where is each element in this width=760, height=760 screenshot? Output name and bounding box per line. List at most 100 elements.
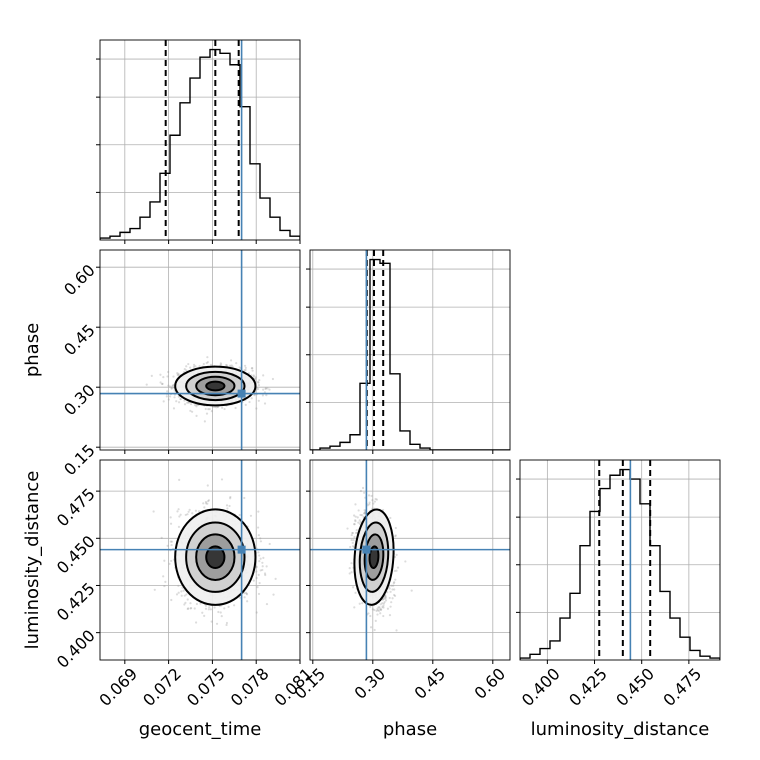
scatter-point [243, 364, 247, 367]
scatter-point [367, 612, 370, 615]
scatter-point [177, 591, 180, 594]
scatter-point [351, 586, 355, 589]
contour-phase-luminosity_distance-2 [363, 533, 385, 581]
scatter-point [253, 394, 256, 397]
scatter-point [257, 551, 260, 554]
scatter-point [235, 362, 238, 365]
scatter-point [354, 519, 357, 522]
scatter-point [373, 628, 376, 632]
scatter-point [259, 569, 262, 572]
scatter-point [256, 586, 259, 589]
scatter-point [255, 407, 258, 410]
scatter-point [171, 385, 174, 388]
scatter-point [206, 500, 210, 503]
scatter-point [353, 606, 356, 609]
scatter-point [191, 410, 194, 413]
scatter-point [244, 366, 247, 369]
scatter-point [208, 606, 211, 609]
scatter-point [368, 501, 371, 504]
scatter-point [183, 594, 186, 597]
scatter-point [207, 608, 210, 611]
scatter-point [389, 516, 392, 520]
scatter-point [389, 590, 392, 593]
scatter-point [169, 522, 173, 525]
scatter-point [375, 609, 378, 612]
scatter-point [257, 399, 260, 402]
truth-marker-phase-luminosity_distance [362, 545, 371, 554]
scatter-point [159, 373, 162, 376]
scatter-point [369, 605, 372, 609]
panel-content [100, 250, 300, 450]
scatter-point [178, 478, 181, 481]
scatter-point [393, 581, 396, 584]
scatter-point [259, 557, 262, 560]
scatter-point [170, 598, 173, 602]
scatter-point [234, 406, 237, 410]
scatter-point [351, 531, 354, 535]
scatter-point [356, 516, 359, 519]
scatter-point [395, 569, 398, 572]
scatter-point [375, 498, 378, 501]
scatter-point [262, 374, 265, 377]
scatter-point [194, 621, 198, 624]
scatter-point [374, 619, 377, 622]
scatter-point [170, 543, 173, 547]
scatter-point [195, 602, 199, 606]
frame-geocent_time-luminosity_distance [99, 459, 301, 661]
scatter-point [348, 567, 351, 570]
scatter-point [257, 381, 260, 384]
scatter-point [172, 407, 176, 410]
scatter-point [391, 597, 394, 600]
histogram-luminosity_distance [520, 468, 720, 660]
scatter-point [220, 478, 224, 481]
scatter-point [169, 516, 172, 519]
scatter-point [369, 614, 372, 618]
x-tick-label-luminosity_distance-0.475: 0.475 [659, 664, 705, 710]
contour-geocent_time-luminosity_distance-2 [195, 533, 236, 581]
panel-luminosity_distance-phase: 0.15 0.30 0.45 0.60 [291, 459, 511, 703]
scatter-point [384, 596, 387, 599]
scatter-point [220, 615, 223, 618]
scatter-point [371, 608, 375, 611]
scatter-point [189, 607, 192, 610]
scatter-point [221, 406, 224, 409]
scatter-point [244, 368, 247, 372]
scatter-point [355, 528, 358, 532]
histogram-phase [310, 258, 510, 450]
scatter-point [379, 612, 382, 615]
scatter-point [170, 387, 173, 390]
scatter-point [256, 380, 260, 384]
scatter-point [229, 495, 232, 499]
scatter-point [255, 611, 258, 614]
scatter-point [252, 579, 255, 582]
scatter-point [161, 382, 164, 386]
scatter-point [382, 614, 385, 618]
scatter-point [226, 507, 229, 510]
scatter-point [374, 497, 377, 501]
scatter-point [177, 525, 181, 528]
scatter-point [243, 369, 246, 372]
scatter-point [170, 540, 174, 543]
scatter-point [384, 597, 387, 600]
scatter-point [255, 576, 258, 580]
scatter-point [388, 614, 392, 617]
scatter-point [189, 402, 193, 406]
scatter-point [383, 600, 386, 604]
scatter-point [185, 593, 188, 596]
scatter-point [167, 398, 170, 401]
scatter-point [384, 595, 387, 598]
scatter-point [262, 388, 265, 391]
panel-geocent_time-geocent_time [96, 39, 301, 244]
scatter-point [250, 367, 253, 370]
scatter-point [372, 502, 375, 505]
scatter-point [179, 397, 182, 401]
scatter-point [166, 390, 169, 393]
scatter-point [257, 387, 260, 391]
scatter-point [358, 519, 361, 522]
scatter-point [351, 545, 355, 548]
truth-marker-geocent_time-luminosity_distance [237, 545, 246, 554]
y-tick-label-phase-0.15: 0.15 [60, 441, 99, 480]
contour-geocent_time-phase-1 [185, 370, 246, 402]
scatter-point [404, 560, 407, 563]
scatter-point [187, 362, 190, 366]
